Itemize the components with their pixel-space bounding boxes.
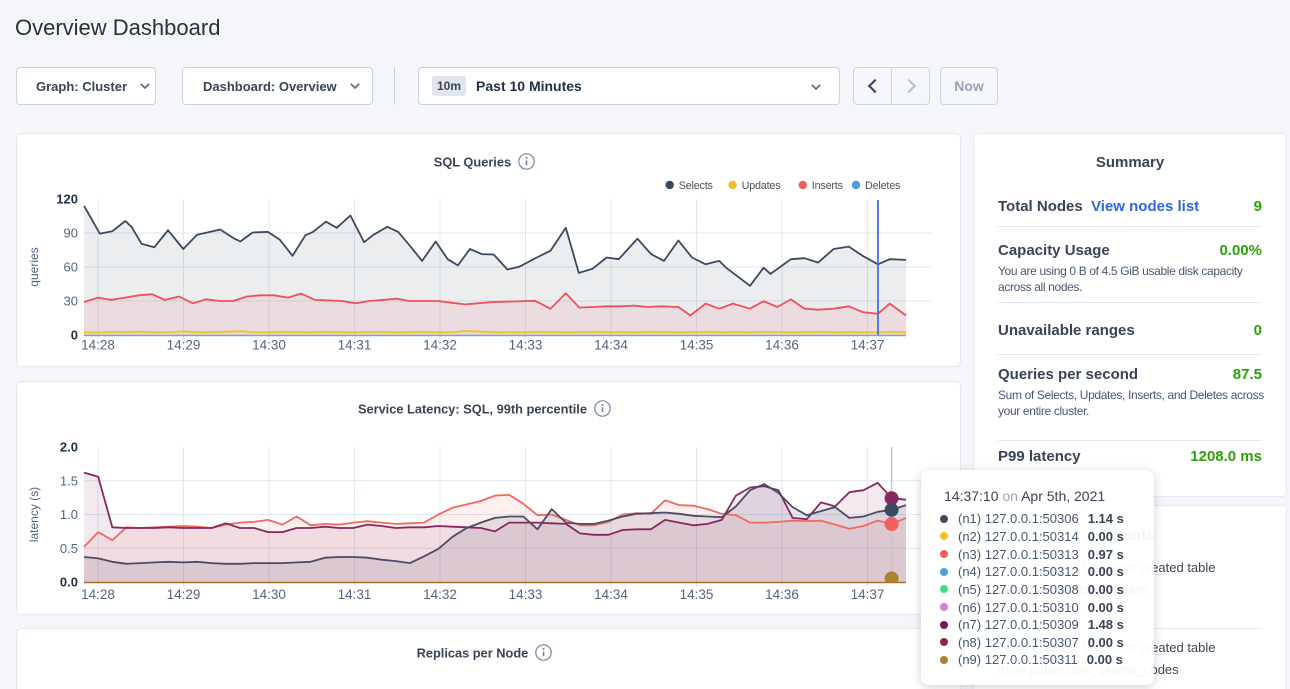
svg-text:0: 0 — [71, 328, 78, 343]
svg-text:14:29: 14:29 — [167, 338, 201, 353]
svg-text:queries: queries — [27, 247, 41, 286]
svg-text:Inserts: Inserts — [812, 180, 844, 192]
svg-text:latency (s): latency (s) — [27, 487, 41, 542]
svg-text:0.5: 0.5 — [60, 541, 78, 556]
svg-text:14:28: 14:28 — [81, 587, 115, 602]
svg-text:30: 30 — [64, 294, 78, 309]
svg-text:14:31: 14:31 — [338, 338, 372, 353]
svg-text:14:30: 14:30 — [252, 338, 286, 353]
svg-text:14:35: 14:35 — [680, 338, 714, 353]
svg-text:14:36: 14:36 — [765, 587, 799, 602]
svg-text:14:32: 14:32 — [423, 587, 457, 602]
svg-text:14:36: 14:36 — [765, 338, 799, 353]
svg-text:Deletes: Deletes — [865, 180, 901, 192]
svg-text:60: 60 — [64, 260, 78, 275]
svg-text:Updates: Updates — [742, 180, 782, 192]
svg-text:14:34: 14:34 — [594, 587, 628, 602]
svg-text:1.0: 1.0 — [60, 507, 78, 522]
svg-text:Selects: Selects — [679, 180, 714, 192]
svg-text:14:28: 14:28 — [81, 338, 115, 353]
svg-text:14:33: 14:33 — [509, 338, 543, 353]
svg-text:0.0: 0.0 — [60, 575, 78, 590]
svg-text:90: 90 — [64, 226, 78, 241]
svg-text:14:33: 14:33 — [509, 587, 543, 602]
svg-text:2.0: 2.0 — [60, 440, 78, 455]
svg-text:14:34: 14:34 — [594, 338, 628, 353]
svg-text:1.5: 1.5 — [60, 473, 78, 488]
svg-text:14:30: 14:30 — [252, 587, 286, 602]
svg-text:120: 120 — [56, 192, 78, 207]
svg-text:14:37: 14:37 — [851, 338, 885, 353]
svg-text:14:31: 14:31 — [338, 587, 372, 602]
svg-text:14:32: 14:32 — [423, 338, 457, 353]
svg-text:14:37: 14:37 — [851, 587, 885, 602]
svg-text:14:29: 14:29 — [167, 587, 201, 602]
svg-text:14:35: 14:35 — [680, 587, 714, 602]
